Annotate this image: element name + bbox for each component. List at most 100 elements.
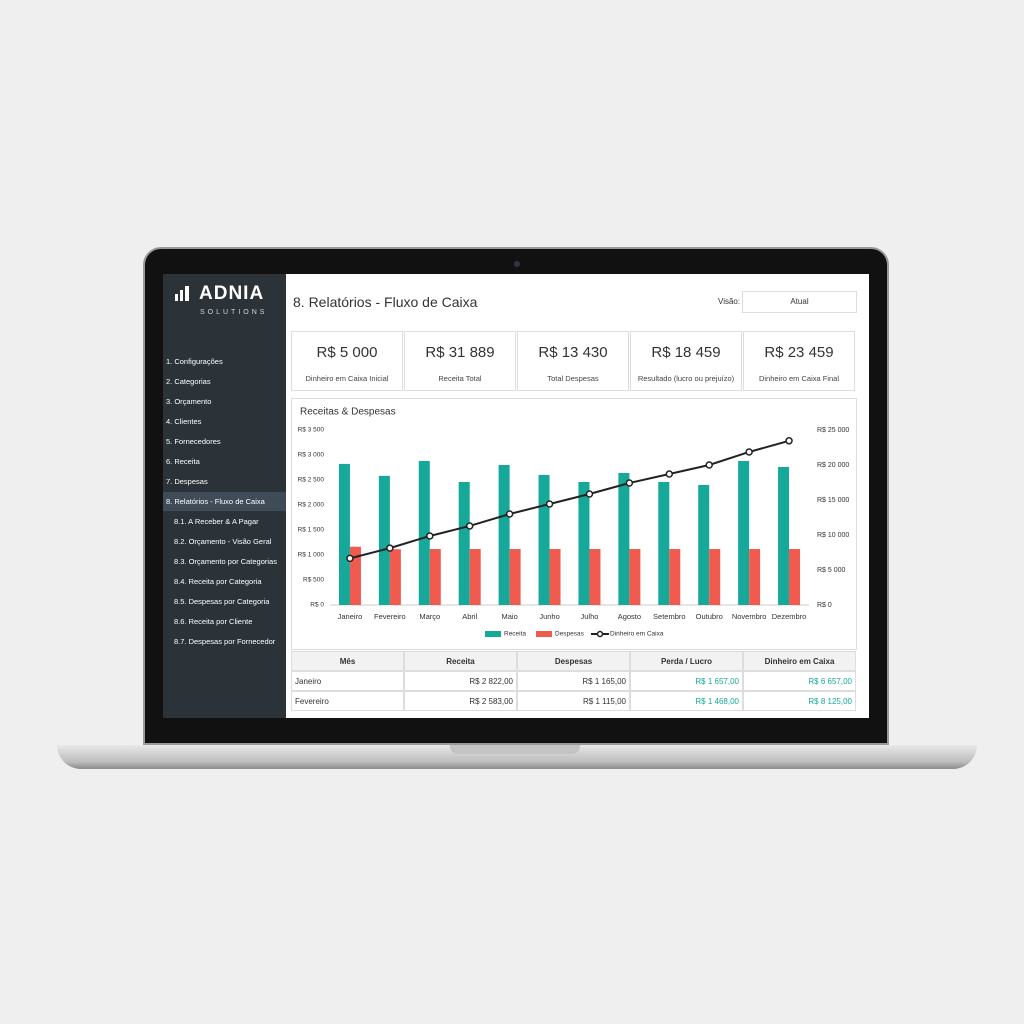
bar [338,463,350,605]
line-marker [665,470,674,478]
view-select[interactable]: Atual [742,291,857,313]
bar [389,549,401,605]
menu-item[interactable]: 8.1. A Receber & A Pagar [174,517,259,526]
kpi-value: R$ 31 889 [425,344,495,361]
menu-item[interactable]: 8.3. Orçamento por Categorias [174,557,277,566]
table-cell: R$ 2 583,00 [404,691,517,711]
x-tick-label: Agosto [618,612,641,621]
logo-icon [175,286,189,301]
page-title: 8. Relatórios - Fluxo de Caixa [293,294,478,310]
menu-item[interactable]: 6. Receita [166,457,200,466]
kpi-label: Dinheiro em Caixa Final [758,374,840,383]
legend-label: Dinheiro em Caixa [610,631,664,638]
line [349,439,790,560]
y-tick-label: R$ 3 000 [298,452,325,459]
bar [418,461,430,605]
kpi-value: R$ 5 000 [316,344,378,361]
kpi-card: R$ 31 889 Receita Total [404,331,516,391]
bar [498,465,510,605]
menu-item[interactable]: 8. Relatórios - Fluxo de Caixa [163,492,286,511]
menu-item[interactable]: 1. Configurações [166,357,223,366]
kpi-value: R$ 18 459 [651,344,721,361]
kpi-card: R$ 5 000 Dinheiro em Caixa Inicial [291,331,403,391]
table-cell: R$ 1 657,00 [630,671,743,691]
kpi-card: R$ 13 430 Total Despesas [517,331,629,391]
menu-item[interactable]: 8.4. Receita por Categoria [174,577,262,586]
x-tick-label: Dezembro [772,612,807,621]
x-tick-label: Janeiro [338,612,363,621]
y2-tick-label: R$ 0 [817,602,832,609]
y2-tick-label: R$ 5 000 [817,567,846,574]
chart: Receitas & Despesas R$ 0 R$ 500 R$ 1 000 R$… [291,398,857,650]
table-header: Receita [404,651,517,671]
y-tick-label: R$ 500 [303,577,324,584]
table-cell: Janeiro [291,671,404,691]
y-tick-label: R$ 1 000 [298,552,325,559]
line-marker [705,461,713,469]
menu-item[interactable]: 7. Despesas [166,477,208,486]
table-cell: R$ 1 165,00 [517,671,630,691]
y2-tick-label: R$ 10 000 [817,532,849,539]
kpi-label: Receita Total [438,374,482,383]
bar [578,482,590,605]
x-tick-label: Setembro [653,612,686,621]
x-tick-label: Março [419,612,440,621]
line-marker [585,490,594,498]
bar [629,549,641,605]
bar [669,549,681,605]
kpi-card: R$ 18 459 Resultado (lucro ou prejuízo) [630,331,742,391]
table-cell: R$ 1 115,00 [517,691,630,711]
camera [514,261,520,267]
x-tick-label: Novembro [732,612,767,621]
line-marker [545,500,554,508]
menu-item[interactable]: 8.6. Receita por Cliente [174,617,253,626]
table-header: Mês [291,651,404,671]
x-tick-label: Maio [501,612,517,621]
kpi-value: R$ 23 459 [764,344,834,361]
kpi-value: R$ 13 430 [538,344,608,361]
bar [378,475,390,605]
menu-item[interactable]: 8.2. Orçamento - Visão Geral [174,537,272,546]
screen: ADNIA SOLUTIONS 1. Configurações 2. Categ… [163,274,869,718]
bar [509,549,521,605]
line-marker [386,544,394,552]
bar [698,485,710,605]
legend-label: Despesas [555,631,585,638]
menu-item[interactable]: 8.7. Despesas por Fornecedor [174,637,276,646]
laptop-notch [450,745,580,754]
line-marker [465,522,474,530]
table-cell: R$ 2 822,00 [404,671,517,691]
table-header: Despesas [517,651,630,671]
legend-swatch [596,630,604,638]
line-marker [346,554,354,563]
bar [789,549,801,605]
legend-label: Receita [504,631,526,638]
table-cell: R$ 6 657,00 [743,671,856,691]
bar [778,467,790,605]
table-cell: R$ 1 468,00 [630,691,743,711]
kpi-label: Resultado (lucro ou prejuízo) [637,374,735,383]
bar [429,549,441,605]
menu-item[interactable]: 5. Fornecedores [166,437,221,446]
menu-item[interactable]: 8.5. Despesas por Categoria [174,597,270,606]
bar [458,482,470,605]
bar [469,549,481,605]
logo: ADNIA [199,283,265,304]
legend-swatch [485,631,501,637]
kpi-card: R$ 23 459 Dinheiro em Caixa Final [743,331,855,391]
line-marker [625,479,634,487]
y2-tick-label: R$ 15 000 [817,497,849,504]
menu-item[interactable]: 4. Clientes [166,417,202,426]
legend-swatch [536,631,552,637]
menu-item[interactable]: 3. Orçamento [166,397,212,406]
y-tick-label: R$ 0 [310,602,324,609]
table-header: Perda / Lucro [630,651,743,671]
x-tick-label: Fevereiro [374,612,406,621]
sidebar: ADNIA SOLUTIONS 1. Configurações 2. Categ… [163,274,286,718]
y-tick-label: R$ 2 000 [298,502,325,509]
bar [589,549,601,605]
bar [618,473,630,605]
menu-item[interactable]: 2. Categorias [166,377,211,386]
bar [709,549,721,605]
logo-sub: SOLUTIONS [200,309,268,316]
